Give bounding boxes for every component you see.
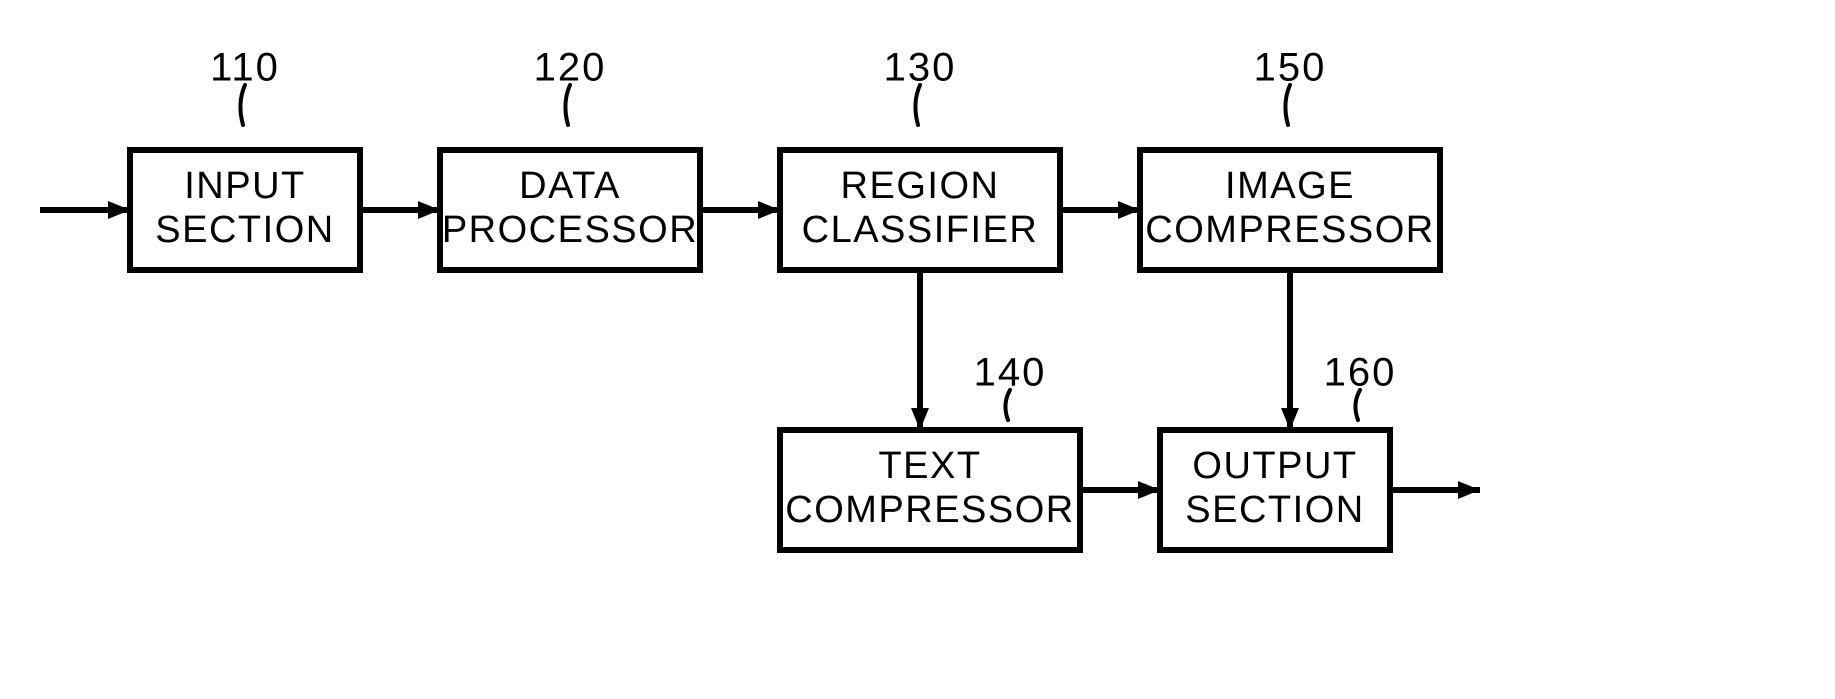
node-n130-label-line-0: REGION <box>841 165 1000 207</box>
node-n130: REGIONCLASSIFIER <box>780 150 1060 270</box>
node-n110: INPUTSECTION <box>130 150 360 270</box>
node-n120: DATAPROCESSOR <box>440 150 700 270</box>
node-n150: IMAGECOMPRESSOR <box>1140 150 1440 270</box>
node-n130-label-line-1: CLASSIFIER <box>802 209 1039 251</box>
node-n140-label-line-0: TEXT <box>878 445 981 487</box>
ref-label-160: 160 <box>1324 351 1397 395</box>
ref-label-150: 150 <box>1254 46 1327 90</box>
node-n150-label-line-1: COMPRESSOR <box>1145 209 1434 251</box>
tick-n160 <box>1355 390 1360 420</box>
node-n150-label-line-0: IMAGE <box>1225 165 1355 207</box>
node-n160-label-line-1: SECTION <box>1185 489 1364 531</box>
node-n160: OUTPUTSECTION <box>1160 430 1390 550</box>
node-n120-label-line-0: DATA <box>519 165 621 207</box>
node-n140: TEXTCOMPRESSOR <box>780 430 1080 550</box>
tick-n110 <box>240 85 245 125</box>
node-n110-label-line-1: SECTION <box>155 209 334 251</box>
diagram-container: INPUTSECTIONDATAPROCESSORREGIONCLASSIFIE… <box>0 0 1835 699</box>
ref-label-140: 140 <box>974 351 1047 395</box>
flowchart-svg: INPUTSECTIONDATAPROCESSORREGIONCLASSIFIE… <box>0 0 1835 699</box>
tick-n120 <box>565 85 570 125</box>
node-n140-label-line-1: COMPRESSOR <box>785 489 1074 531</box>
ref-label-110: 110 <box>210 46 280 90</box>
ref-label-130: 130 <box>884 46 957 90</box>
tick-n150 <box>1285 85 1290 125</box>
tick-n130 <box>915 85 920 125</box>
node-n110-label-line-0: INPUT <box>184 165 306 207</box>
ref-label-120: 120 <box>534 46 607 90</box>
node-n120-label-line-1: PROCESSOR <box>442 209 698 251</box>
node-n160-label-line-0: OUTPUT <box>1192 445 1357 487</box>
tick-n140 <box>1005 390 1010 420</box>
